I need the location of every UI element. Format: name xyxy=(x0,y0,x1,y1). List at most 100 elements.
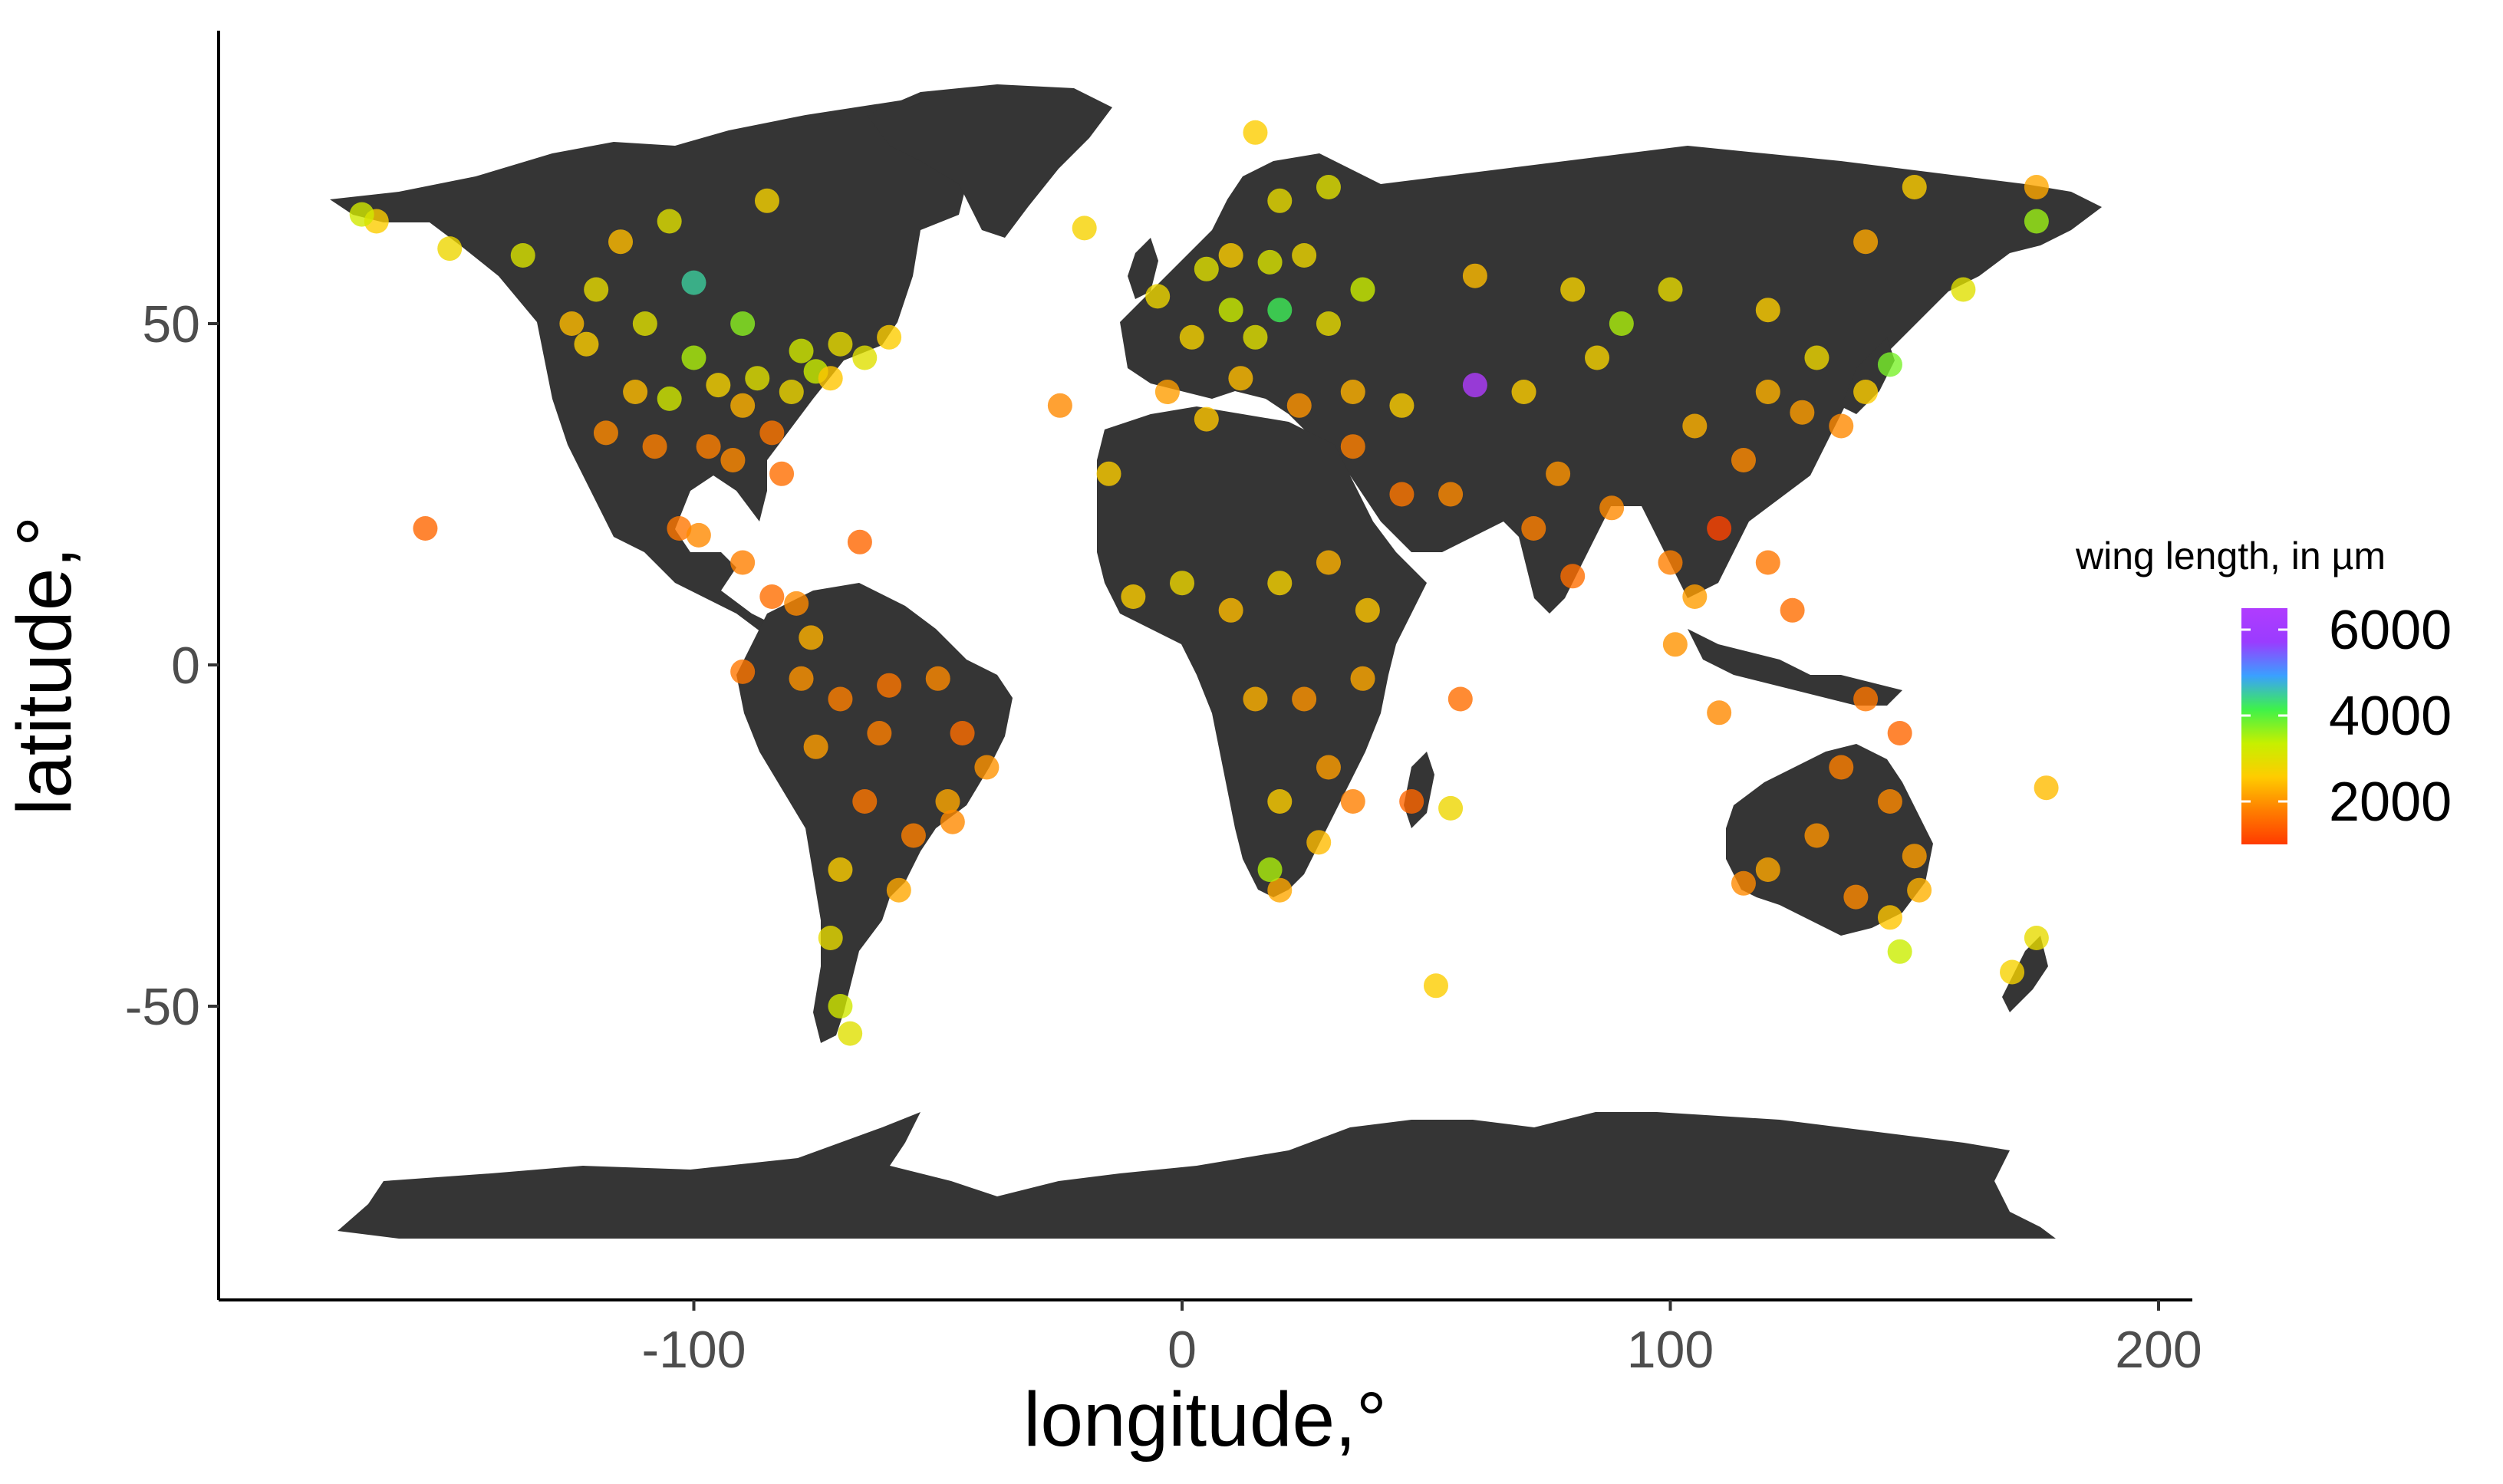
land-indonesia xyxy=(1688,629,1902,706)
observation-point xyxy=(759,420,785,446)
observation-point xyxy=(1267,877,1293,903)
observation-point xyxy=(510,243,535,268)
observation-point xyxy=(1790,400,1815,425)
observation-point xyxy=(1755,550,1780,575)
observation-point xyxy=(1755,298,1780,323)
observation-point xyxy=(1804,823,1829,848)
observation-point xyxy=(828,857,853,882)
observation-point xyxy=(1447,686,1473,712)
observation-point xyxy=(828,994,853,1018)
observation-point xyxy=(1560,564,1586,589)
observation-points xyxy=(349,120,2059,1046)
observation-point xyxy=(593,420,618,446)
observation-point xyxy=(1350,666,1375,691)
colorbar-tick-label: 6000 xyxy=(2329,600,2452,661)
observation-point xyxy=(1194,256,1219,281)
colorbar-tick-label: 4000 xyxy=(2329,686,2452,747)
observation-point xyxy=(1257,857,1283,882)
observation-point xyxy=(925,666,950,691)
land-north-america xyxy=(330,100,1074,637)
observation-point xyxy=(2024,926,2049,950)
observation-point xyxy=(828,331,853,357)
land-masses xyxy=(330,84,2102,1239)
observation-point xyxy=(1731,448,1756,472)
observation-point xyxy=(1096,461,1121,486)
observation-point xyxy=(1907,877,1932,903)
observation-point xyxy=(1658,550,1683,575)
observation-point xyxy=(1350,277,1375,302)
observation-point xyxy=(852,345,878,370)
observation-point xyxy=(667,516,692,541)
observation-point xyxy=(1243,686,1268,712)
observation-point xyxy=(1170,571,1194,596)
observation-point xyxy=(2034,775,2059,801)
observation-point xyxy=(1072,216,1097,241)
observation-point xyxy=(779,380,804,404)
observation-point xyxy=(1340,380,1365,404)
observation-point xyxy=(1179,324,1204,350)
observation-point xyxy=(1755,380,1780,404)
observation-point xyxy=(730,393,756,418)
observation-point xyxy=(1267,571,1293,596)
observation-point xyxy=(1780,597,1805,623)
observation-point xyxy=(720,448,746,472)
observation-point xyxy=(1154,380,1180,404)
observation-point xyxy=(950,721,975,745)
observation-point xyxy=(1682,584,1708,609)
observation-point xyxy=(754,188,779,213)
observation-point xyxy=(1316,311,1341,336)
observation-point xyxy=(1340,434,1365,459)
observation-point xyxy=(2024,209,2049,234)
observation-point xyxy=(838,1021,863,1046)
observation-point xyxy=(1121,584,1146,609)
observation-point xyxy=(818,366,843,391)
observation-point xyxy=(1877,352,1902,377)
observation-point xyxy=(1599,495,1625,521)
x-axis-ticks: -100 0 100 200 xyxy=(641,1300,2202,1379)
land-new-zealand xyxy=(2002,936,2048,1012)
land-antarctica xyxy=(338,1112,2056,1239)
observation-point xyxy=(789,338,814,364)
observation-point xyxy=(730,659,756,684)
observation-point xyxy=(1462,373,1487,398)
observation-point xyxy=(642,434,667,459)
observation-point xyxy=(818,926,843,950)
x-tick-label: 200 xyxy=(2115,1321,2202,1379)
observation-point xyxy=(1707,516,1732,541)
observation-point xyxy=(1218,597,1243,623)
legend-title: wing length, in µm xyxy=(2075,535,2386,577)
observation-point xyxy=(847,529,872,554)
observation-point xyxy=(608,229,634,255)
observation-point xyxy=(657,209,682,234)
observation-point xyxy=(759,584,785,609)
observation-point xyxy=(1194,406,1219,432)
observation-point xyxy=(1316,550,1341,575)
observation-point xyxy=(1389,393,1415,418)
y-axis-title: latitude,° xyxy=(2,516,87,815)
observation-point xyxy=(1257,249,1283,275)
observation-point xyxy=(696,434,721,459)
observation-point xyxy=(1521,516,1546,541)
observation-point xyxy=(1658,277,1683,302)
observation-point xyxy=(437,236,463,262)
observation-point xyxy=(1286,393,1312,418)
land-greenland xyxy=(867,84,1112,238)
observation-point xyxy=(1755,857,1780,882)
observation-point xyxy=(1355,597,1380,623)
observation-point xyxy=(828,686,853,712)
observation-point xyxy=(1887,721,1912,745)
land-britain xyxy=(1128,238,1158,299)
colorbar-ticks: 6000 4000 2000 xyxy=(2241,600,2452,833)
observation-point xyxy=(2000,959,2025,985)
colorbar-legend: wing length, in µm 6000 4000 2000 xyxy=(2075,535,2452,844)
observation-point xyxy=(1218,298,1243,323)
observation-point xyxy=(1145,284,1171,309)
x-axis-title: longitude,° xyxy=(1023,1377,1387,1463)
observation-point xyxy=(1340,789,1365,814)
observation-point xyxy=(686,522,711,548)
land-africa xyxy=(1097,406,1427,897)
observation-point xyxy=(1306,830,1332,855)
observation-point xyxy=(1853,229,1879,255)
observation-point xyxy=(789,666,814,691)
observation-point xyxy=(574,331,599,357)
